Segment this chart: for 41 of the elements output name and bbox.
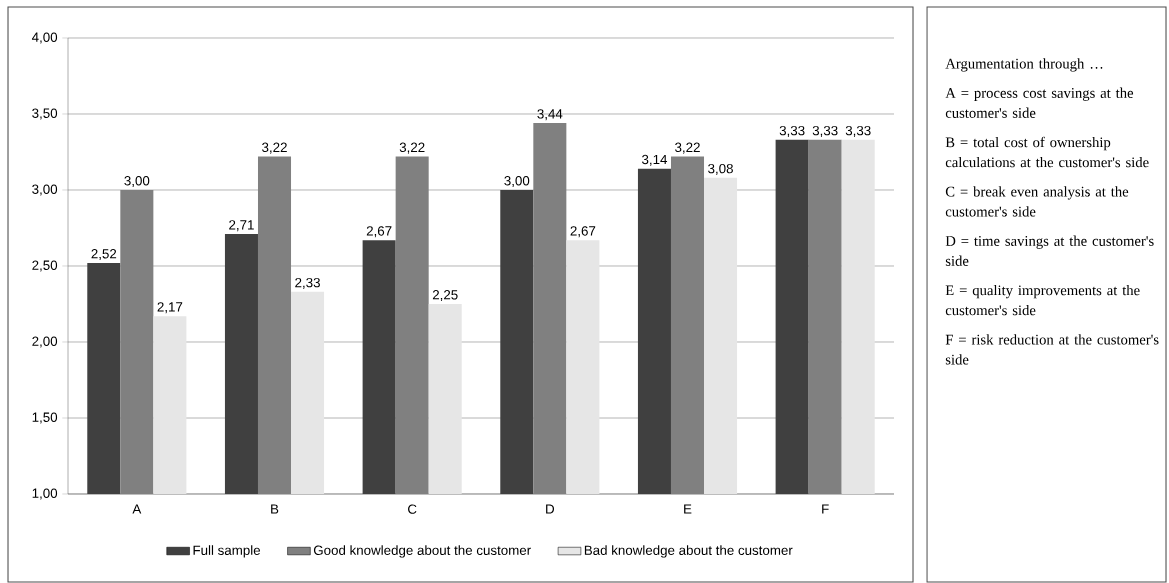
data-label: 3,33 bbox=[845, 125, 871, 137]
data-label: 2,67 bbox=[570, 226, 596, 238]
text: A = process cost savings at the customer's side bbox=[945, 87, 1134, 118]
legend-label: Bad knowledge about the customer bbox=[584, 545, 793, 558]
y-tick-label: 2,50 bbox=[32, 260, 58, 272]
legend-label: Full sample bbox=[193, 545, 261, 558]
data-label: 2,67 bbox=[366, 226, 392, 238]
data-label: 3,22 bbox=[262, 142, 287, 154]
text: B = total cost of ownership calculations at the customer's side bbox=[945, 136, 1149, 168]
data-label: 3,00 bbox=[124, 176, 150, 188]
data-label: 2,17 bbox=[157, 302, 183, 314]
y-tick-label: 1,00 bbox=[32, 488, 58, 500]
y-tick-label: 4,00 bbox=[31, 32, 58, 44]
x-tick-label: D bbox=[546, 504, 555, 514]
y-tick-label: 3,00 bbox=[32, 184, 58, 196]
data-label: 3,08 bbox=[708, 163, 733, 175]
x-tick-label: F bbox=[822, 504, 829, 514]
data-label: 3,33 bbox=[812, 125, 838, 137]
x-tick-label: A bbox=[132, 504, 142, 514]
data-label: 3,22 bbox=[675, 142, 700, 154]
data-label: 2,33 bbox=[295, 277, 320, 289]
data-label: 3,44 bbox=[537, 109, 563, 121]
x-tick-label: E bbox=[684, 504, 692, 514]
data-label: 3,14 bbox=[641, 154, 668, 166]
y-tick-label: 1,50 bbox=[32, 412, 58, 424]
y-tick-label: 3,50 bbox=[32, 108, 58, 120]
text: Argumentation through … bbox=[945, 58, 1103, 72]
y-tick-label: 2,00 bbox=[32, 336, 58, 348]
text: E = quality improvements at the customer's side bbox=[945, 284, 1140, 316]
data-label: 3,22 bbox=[399, 142, 425, 154]
data-label: 2,71 bbox=[229, 220, 254, 232]
data-label: 3,33 bbox=[779, 125, 805, 137]
data-label: 3,00 bbox=[504, 176, 530, 188]
x-tick-label: B bbox=[271, 504, 279, 514]
data-label: 2,25 bbox=[432, 290, 458, 302]
x-tick-label: C bbox=[408, 504, 417, 514]
text: D = time savings at the customer's side bbox=[945, 235, 1154, 266]
text: F = risk reduction at the customer's side bbox=[945, 334, 1159, 365]
text: C = break even analysis at the customer's side bbox=[945, 186, 1129, 217]
legend-label: Good knowledge about the customer bbox=[313, 545, 531, 558]
data-label: 2,52 bbox=[91, 249, 117, 261]
